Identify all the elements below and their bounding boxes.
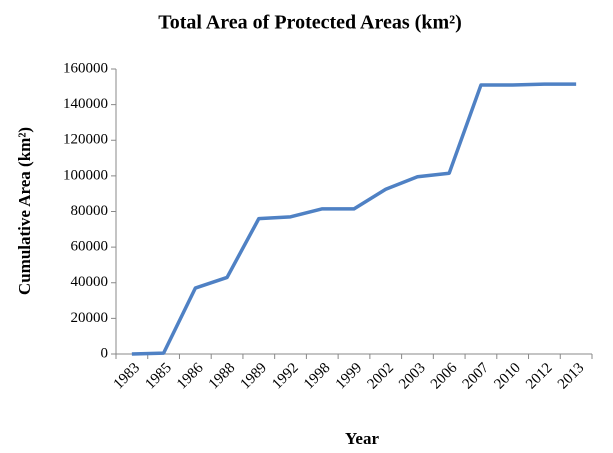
x-axis-title: Year (345, 429, 379, 448)
x-tick-label: 1992 (269, 360, 302, 393)
y-tick-label: 120000 (63, 132, 108, 148)
x-tick-label: 1986 (174, 360, 207, 393)
x-tick-label: 1988 (206, 360, 239, 393)
x-tick-label: 2013 (555, 360, 588, 393)
chart-title: Total Area of Protected Areas (km²) (158, 12, 462, 34)
y-tick-label: 0 (101, 345, 109, 361)
y-tick-label: 80000 (71, 203, 109, 219)
x-tick-label: 2012 (523, 360, 556, 393)
x-tick-label: 2007 (460, 360, 493, 393)
y-tick-label: 100000 (63, 167, 108, 183)
x-tick-label: 1985 (142, 360, 175, 393)
x-tick-label: 1989 (238, 360, 271, 393)
y-tick-label: 40000 (71, 274, 109, 290)
x-tick-label: 2010 (491, 360, 524, 393)
x-tick-label: 2006 (428, 360, 461, 393)
x-tick-label: 1983 (111, 360, 144, 393)
data-line (131, 82, 577, 356)
x-tick-label: 2003 (396, 360, 429, 393)
y-tick-label: 20000 (71, 310, 109, 326)
x-tick-label: 1999 (333, 360, 366, 393)
y-tick-label: 140000 (63, 96, 108, 112)
y-axis-title: Cumulative Area (km²) (15, 127, 34, 295)
y-tick-label: 60000 (71, 239, 109, 255)
x-tick-label: 2002 (364, 360, 397, 393)
x-tick-label: 1998 (301, 360, 334, 393)
y-tick-label: 160000 (63, 60, 108, 76)
